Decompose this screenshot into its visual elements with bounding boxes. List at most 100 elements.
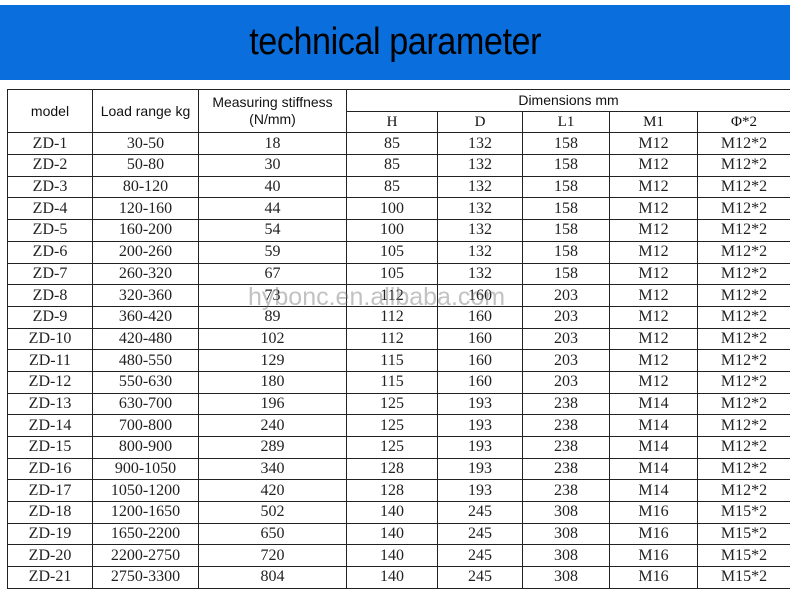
cell-phi: M12*2	[696, 284, 790, 307]
cell-stiffness: 89	[198, 305, 347, 329]
cell-stiffness: 129	[198, 349, 347, 372]
cell-stiffness: 67	[198, 262, 347, 286]
cell-model: ZD-17	[7, 479, 93, 503]
cell-load-range: 1050-1200	[92, 479, 199, 503]
cell-phi: M15*2	[696, 522, 790, 546]
cell-d: 132	[437, 154, 523, 177]
cell-l1: 238	[522, 457, 610, 481]
header-l1: L1	[522, 110, 610, 134]
cell-load-range: 2200-2750	[92, 544, 199, 568]
cell-phi: M12*2	[696, 305, 790, 329]
header-d: D	[437, 110, 523, 134]
cell-h: 115	[346, 370, 438, 394]
cell-d: 160	[437, 370, 523, 394]
cell-stiffness: 650	[198, 522, 347, 546]
cell-l1: 238	[522, 392, 610, 416]
cell-stiffness: 180	[198, 370, 347, 394]
cell-load-range: 50-80	[92, 154, 199, 177]
cell-stiffness: 804	[198, 566, 347, 589]
header-load-range: Load range kg	[92, 88, 199, 134]
cell-m1: M12	[609, 305, 698, 329]
cell-model: ZD-5	[7, 219, 93, 242]
cell-stiffness: 196	[198, 392, 347, 416]
cell-h: 128	[346, 457, 438, 481]
cell-phi: M12*2	[696, 414, 790, 437]
cell-stiffness: 240	[198, 414, 347, 437]
title-banner: technical parameter	[0, 5, 790, 80]
cell-phi: M12*2	[696, 349, 790, 372]
cell-d: 160	[437, 305, 523, 329]
cell-h: 112	[346, 305, 438, 329]
cell-h: 112	[346, 284, 438, 307]
cell-h: 100	[346, 219, 438, 242]
cell-h: 85	[346, 175, 438, 199]
cell-model: ZD-2	[7, 154, 93, 177]
cell-d: 160	[437, 349, 523, 372]
cell-l1: 203	[522, 305, 610, 329]
cell-load-range: 550-630	[92, 370, 199, 394]
table-row: ZD-2 50-80 30 85 132 158 M12 M12*2	[7, 154, 790, 177]
header-model: model	[7, 88, 93, 134]
cell-h: 125	[346, 436, 438, 459]
header-m1: M1	[609, 110, 698, 134]
cell-d: 132	[437, 219, 523, 242]
header-stiffness: Measuring stiffness (N/mm)	[198, 88, 347, 134]
table-row: ZD-11 480-550 129 115 160 203 M12 M12*2	[7, 349, 790, 372]
cell-h: 85	[346, 154, 438, 177]
cell-stiffness: 30	[198, 154, 347, 177]
cell-m1: M14	[609, 457, 698, 481]
cell-l1: 158	[522, 175, 610, 199]
cell-model: ZD-13	[7, 392, 93, 416]
cell-d: 132	[437, 240, 523, 264]
cell-stiffness: 40	[198, 175, 347, 199]
cell-h: 140	[346, 501, 438, 524]
table-row: ZD-8 320-360 73 112 160 203 M12 M12*2	[7, 284, 790, 307]
cell-h: 140	[346, 522, 438, 546]
table-row: ZD-17 1050-1200 420 128 193 238 M14 M12*2	[7, 479, 790, 503]
cell-phi: M12*2	[696, 479, 790, 503]
cell-m1: M14	[609, 479, 698, 503]
cell-phi: M12*2	[696, 436, 790, 459]
table-row: ZD-13 630-700 196 125 193 238 M14 M12*2	[7, 392, 790, 416]
cell-m1: M12	[609, 175, 698, 199]
cell-m1: M12	[609, 262, 698, 286]
cell-h: 140	[346, 544, 438, 568]
cell-l1: 158	[522, 262, 610, 286]
cell-m1: M14	[609, 392, 698, 416]
cell-d: 245	[437, 501, 523, 524]
cell-stiffness: 102	[198, 327, 347, 351]
cell-m1: M14	[609, 414, 698, 437]
cell-m1: M12	[609, 219, 698, 242]
cell-load-range: 630-700	[92, 392, 199, 416]
cell-h: 105	[346, 262, 438, 286]
table-row: ZD-6 200-260 59 105 132 158 M12 M12*2	[7, 240, 790, 264]
cell-l1: 158	[522, 219, 610, 242]
cell-load-range: 30-50	[92, 132, 199, 156]
cell-phi: M12*2	[696, 392, 790, 416]
cell-m1: M12	[609, 240, 698, 264]
cell-stiffness: 502	[198, 501, 347, 524]
cell-l1: 158	[522, 154, 610, 177]
cell-model: ZD-11	[7, 349, 93, 372]
cell-model: ZD-10	[7, 327, 93, 351]
cell-phi: M15*2	[696, 544, 790, 568]
cell-m1: M12	[609, 132, 698, 156]
cell-load-range: 200-260	[92, 240, 199, 264]
cell-d: 160	[437, 327, 523, 351]
cell-l1: 308	[522, 501, 610, 524]
table-row: ZD-10 420-480 102 112 160 203 M12 M12*2	[7, 327, 790, 351]
cell-d: 132	[437, 262, 523, 286]
cell-model: ZD-14	[7, 414, 93, 437]
cell-model: ZD-16	[7, 457, 93, 481]
cell-m1: M12	[609, 349, 698, 372]
cell-model: ZD-21	[7, 566, 93, 589]
cell-d: 245	[437, 522, 523, 546]
table-row: ZD-4 120-160 44 100 132 158 M12 M12*2	[7, 197, 790, 221]
cell-stiffness: 420	[198, 479, 347, 503]
cell-model: ZD-19	[7, 522, 93, 546]
cell-d: 193	[437, 436, 523, 459]
cell-load-range: 700-800	[92, 414, 199, 437]
cell-load-range: 1200-1650	[92, 501, 199, 524]
cell-m1: M14	[609, 436, 698, 459]
cell-load-range: 80-120	[92, 175, 199, 199]
